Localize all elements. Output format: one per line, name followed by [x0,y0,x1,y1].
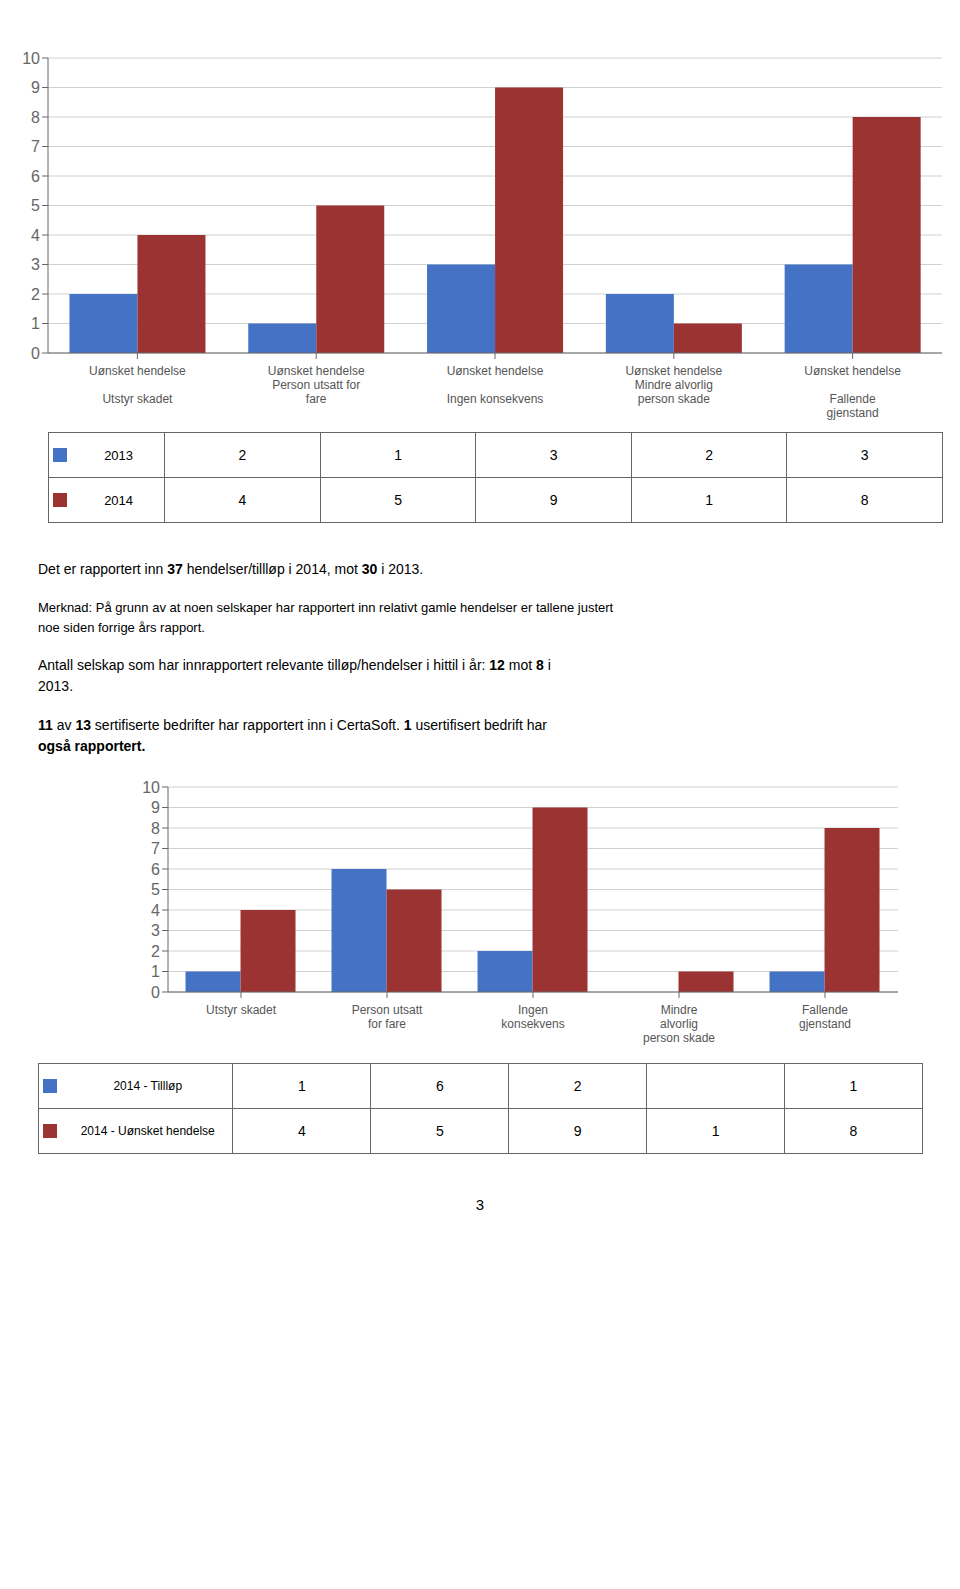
svg-text:2: 2 [151,943,160,960]
html-text:4: 4 [298,1123,306,1139]
svg-text:Ingenkonsekvens: Ingenkonsekvens [501,1003,564,1031]
svg-text:2: 2 [31,286,40,303]
svg-text:4: 4 [151,902,160,919]
html-text:5: 5 [435,1123,444,1139]
svg-text:Uønsket hendelseUtstyr skadet: Uønsket hendelseUtstyr skadet [89,364,186,406]
html-text:1: 1 [849,1078,858,1094]
svg-text:3: 3 [151,922,160,939]
svg-text:10: 10 [22,50,40,67]
html-text:1: 1 [711,1123,720,1139]
html-text:6: 6 [435,1078,444,1094]
html-text:3: 3 [860,447,869,463]
svg-text:9: 9 [31,79,40,96]
html-text:2: 2 [573,1078,582,1094]
html-text:2014 - Tillløp: 2014 - Tillløp [113,1079,183,1093]
svg-text:4: 4 [31,227,40,244]
svg-text:Person utsattfor fare: Person utsattfor fare [352,1003,423,1031]
html-text:også rapportert.: også rapportert. [38,738,146,754]
html-text:Det er rapportert inn 37 hende: Det er rapportert inn 37 hendelser/tilll… [38,561,424,577]
html-text:2014: 2014 [104,492,134,508]
html-text:2014 - Uønsket hendelse: 2014 - Uønsket hendelse [80,1124,215,1138]
svg-text:10: 10 [142,779,160,796]
svg-text:Uønsket hendelseFallendegjenst: Uønsket hendelseFallendegjenstand [804,364,901,420]
html-text:Merknad: På grunn av at noen s: Merknad: På grunn av at noen selskaper h… [38,600,614,615]
svg-text:8: 8 [31,109,40,126]
svg-text:0: 0 [31,345,40,362]
html-text:8: 8 [860,492,869,508]
html-text:2013: 2013 [104,447,134,463]
html-text:2013.: 2013. [38,678,73,694]
html-text:2: 2 [705,447,713,463]
html-text:1: 1 [298,1078,306,1094]
html-text:8: 8 [849,1123,858,1139]
html-text:1: 1 [705,492,713,508]
svg-text:0: 0 [151,984,160,1001]
svg-text:5: 5 [151,881,160,898]
svg-text:9: 9 [151,799,160,816]
html-text:9: 9 [573,1123,582,1139]
svg-text:Mindrealvorligperson skade: Mindrealvorligperson skade [643,1003,715,1045]
svg-text:7: 7 [31,138,40,155]
svg-text:Utstyr skadet: Utstyr skadet [206,1003,277,1017]
svg-text:Uønsket hendelsePerson utsatt: Uønsket hendelsePerson utsatt forfare [268,364,365,406]
svg-text:6: 6 [31,168,40,185]
svg-text:3: 3 [31,256,40,273]
svg-text:5: 5 [31,197,40,214]
svg-text:6: 6 [151,861,160,878]
svg-text:1: 1 [151,963,160,980]
svg-text:1: 1 [31,315,40,332]
svg-text:Fallendegjenstand: Fallendegjenstand [799,1003,851,1031]
html-text:9: 9 [549,492,558,508]
html-text:2: 2 [238,447,247,463]
html-text:3: 3 [549,447,558,463]
html-text:1: 1 [394,447,402,463]
html-text:noe siden forrige års rapport.: noe siden forrige års rapport. [38,619,205,635]
svg-text:8: 8 [151,820,160,837]
html-text:5: 5 [394,492,402,508]
html-text:Antall selskap som har innrapp: Antall selskap som har innrapportert rel… [38,657,551,673]
svg-text:Uønsket hendelseIngen konsekve: Uønsket hendelseIngen konsekvens [447,364,544,406]
html-text:11 av 13 sertifiserte bedrifte: 11 av 13 sertifiserte bedrifter har rapp… [38,717,547,733]
html-text:4: 4 [238,492,247,508]
svg-text:Uønsket hendelseMindre alvorli: Uønsket hendelseMindre alvorligperson sk… [625,364,722,406]
html-text:3: 3 [475,1196,485,1213]
svg-text:7: 7 [151,840,160,857]
